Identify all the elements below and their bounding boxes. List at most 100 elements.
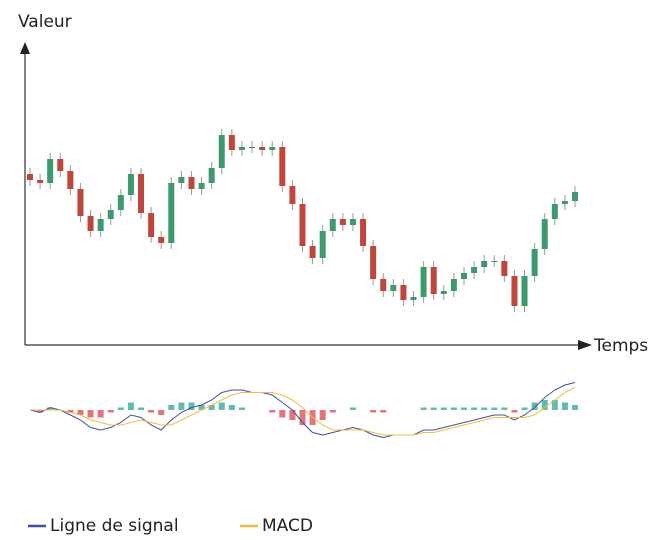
candle-body xyxy=(249,147,256,148)
histogram-bar xyxy=(97,410,104,418)
candle-body xyxy=(138,174,145,213)
candle-body xyxy=(87,216,94,231)
histogram-bar xyxy=(561,402,568,410)
histogram-bar xyxy=(481,407,488,410)
candle-body xyxy=(198,183,205,189)
histogram-bar xyxy=(117,407,124,410)
histogram-bar xyxy=(551,400,558,410)
candle-body xyxy=(501,261,508,276)
candle-body xyxy=(117,195,124,210)
candle-body xyxy=(67,171,74,189)
candle-body xyxy=(188,177,195,189)
candle-body xyxy=(218,135,225,168)
candle-body xyxy=(269,147,276,150)
candle-body xyxy=(259,147,266,150)
candle-body xyxy=(57,159,64,171)
histogram-bar xyxy=(501,407,508,410)
histogram-bar xyxy=(370,410,377,413)
x-axis-arrow xyxy=(578,340,592,350)
candle-body xyxy=(228,135,235,150)
histogram-bar xyxy=(107,410,114,413)
candle-body xyxy=(127,174,134,195)
y-axis-label: Valeur xyxy=(18,12,72,32)
histogram-bar xyxy=(168,405,175,410)
histogram-bar xyxy=(460,407,467,410)
candle-body xyxy=(158,237,165,243)
candle-body xyxy=(339,219,346,225)
histogram-bar xyxy=(228,405,235,410)
histogram-bar xyxy=(47,407,54,410)
x-axis-label: Temps xyxy=(593,336,648,356)
macd-line xyxy=(30,387,576,436)
candle-body xyxy=(511,276,518,306)
histogram-bar xyxy=(511,410,518,413)
candle-body xyxy=(430,267,437,294)
macd-line xyxy=(29,382,576,439)
candle-body xyxy=(349,219,356,225)
legend-label: MACD xyxy=(262,516,313,536)
candle-body xyxy=(471,267,478,273)
histogram-bar xyxy=(77,410,84,415)
candle-body xyxy=(107,210,114,219)
candle-body xyxy=(410,297,417,300)
candle-body xyxy=(319,231,326,258)
histogram-bar xyxy=(87,410,94,418)
candle-body xyxy=(380,279,387,291)
histogram-bar xyxy=(572,405,578,410)
candle-body xyxy=(450,279,457,291)
histogram-bar xyxy=(158,410,165,415)
histogram-bar xyxy=(471,407,478,410)
candle-body xyxy=(37,180,44,183)
candle-body xyxy=(460,273,467,279)
candle-body xyxy=(97,219,104,231)
y-axis-arrow xyxy=(20,42,30,54)
candle-body xyxy=(309,246,316,258)
histogram-bar xyxy=(541,400,548,410)
candle-body xyxy=(27,174,33,180)
histogram-bar xyxy=(138,407,145,410)
histogram-bar xyxy=(208,405,215,410)
candle-body xyxy=(178,177,185,183)
candle-body xyxy=(551,204,558,219)
candle-body xyxy=(491,261,498,262)
candle-body xyxy=(420,267,427,297)
histogram-bar xyxy=(37,410,44,413)
candle-body xyxy=(238,147,245,150)
histogram-bar xyxy=(319,410,326,420)
candle-body xyxy=(289,186,296,204)
candle-body xyxy=(77,189,84,216)
histogram-bar xyxy=(430,407,437,410)
histogram-bar xyxy=(531,402,538,410)
histogram-bar xyxy=(450,407,457,410)
histogram-bar xyxy=(420,407,427,410)
histogram-bar xyxy=(299,410,306,425)
candle-body xyxy=(440,291,447,294)
candle-body xyxy=(400,285,407,300)
candle-body xyxy=(148,213,155,237)
histogram-bar xyxy=(279,410,286,418)
histogram-bar xyxy=(491,407,498,410)
histogram-bar xyxy=(269,410,276,413)
candle-body xyxy=(279,147,286,186)
candle-body xyxy=(360,219,367,246)
candle-body xyxy=(168,183,175,243)
histogram-bar xyxy=(380,410,387,413)
candle-body xyxy=(521,276,528,306)
histogram-bar xyxy=(127,402,134,410)
histogram-bar xyxy=(67,410,74,413)
histogram-bar xyxy=(329,410,336,413)
histogram-bar xyxy=(178,402,185,410)
candle-body xyxy=(390,285,397,291)
candle-body xyxy=(329,219,336,231)
candle-body xyxy=(531,249,538,276)
legend-label: Ligne de signal xyxy=(50,516,179,536)
candle-body xyxy=(47,159,54,183)
candle-body xyxy=(370,246,377,279)
histogram-bar xyxy=(188,402,195,410)
histogram-bar xyxy=(218,402,225,410)
candle-body xyxy=(561,201,568,204)
histogram-bar xyxy=(521,407,528,410)
histogram-bar xyxy=(238,407,245,410)
candle-body xyxy=(208,168,215,183)
